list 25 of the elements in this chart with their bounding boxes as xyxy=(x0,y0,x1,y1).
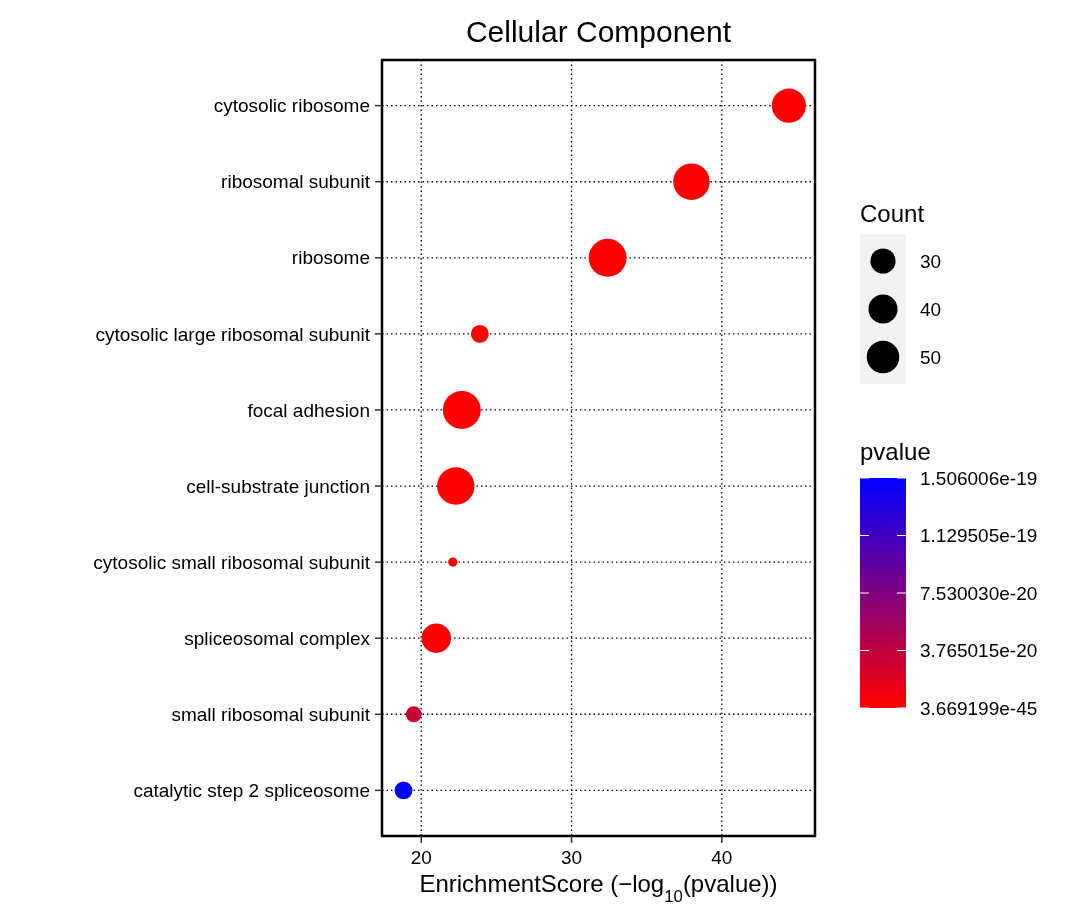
y-tick-label: ribosome xyxy=(291,247,370,269)
chart-title: Cellular Component xyxy=(465,15,732,48)
y-tick-label: small ribosomal subunit xyxy=(171,703,371,725)
legend-label: 50 xyxy=(920,346,942,368)
color-bar-label: 1.506006e-19 xyxy=(920,467,1038,489)
legend-label: 30 xyxy=(920,250,942,272)
color-bar-title: pvalue xyxy=(860,438,931,465)
y-tick-label: cytosolic small ribosomal subunit xyxy=(93,551,371,573)
color-bar-label: 3.669199e-45 xyxy=(920,697,1038,719)
x-tick-label: 20 xyxy=(410,847,432,868)
y-tick-label: cytosolic ribosome xyxy=(213,95,370,117)
y-tick-label: cytosolic large ribosomal subunit xyxy=(95,323,371,345)
color-bar-label: 7.530030e-20 xyxy=(920,582,1038,604)
x-tick-label: 30 xyxy=(560,847,583,868)
x-axis-title: EnrichmentScore (−log$_{10}$(pvalue)) xyxy=(419,870,778,906)
y-tick-label: focal adhesion xyxy=(247,399,370,421)
y-tick-label: ribosomal subunit xyxy=(221,171,371,193)
y-tick-label: catalytic step 2 spliceosome xyxy=(133,780,370,801)
x-tick-label: 40 xyxy=(711,847,733,868)
color-bar-label: 1.129505e-19 xyxy=(920,525,1038,547)
color-bar-label: 3.765015e-20 xyxy=(920,640,1038,662)
legend-label: 40 xyxy=(920,298,942,320)
y-tick-label: spliceosomal complex xyxy=(184,627,371,649)
legend-title: Count xyxy=(860,200,925,227)
y-tick-label: cell-substrate junction xyxy=(186,475,370,497)
